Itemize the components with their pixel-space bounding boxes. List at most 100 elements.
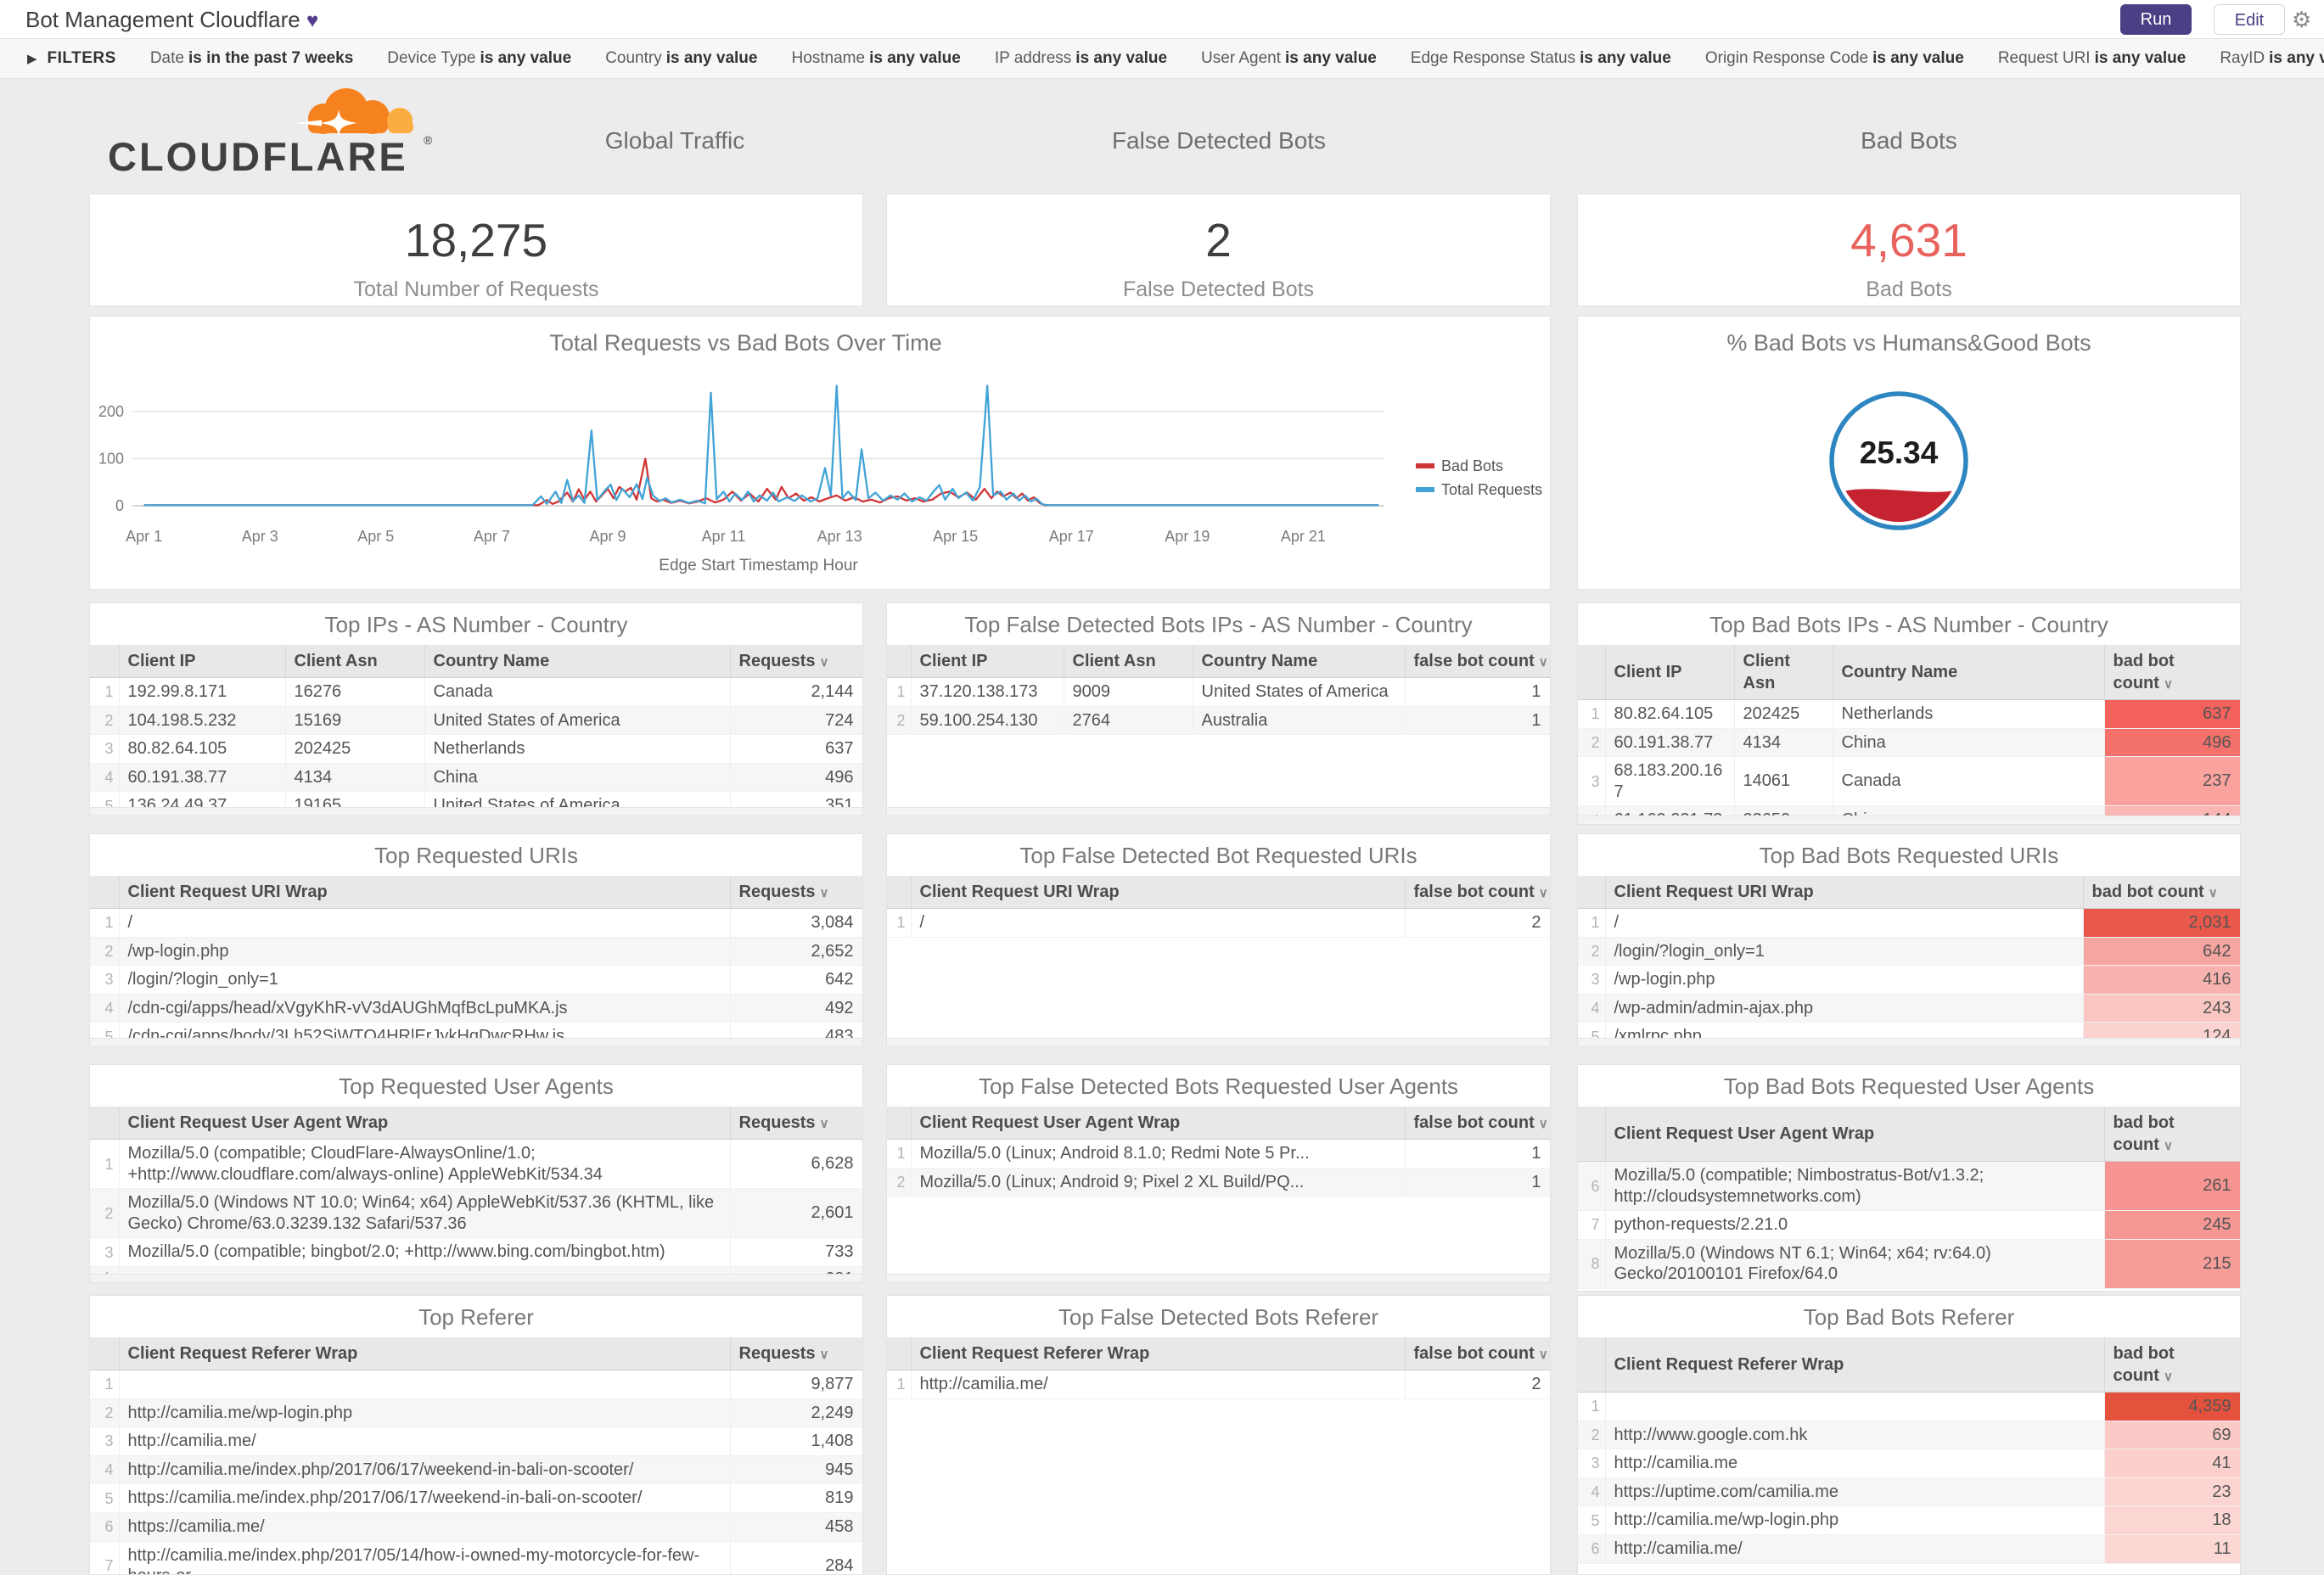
table-cell-uri: / — [911, 908, 1406, 938]
table-card-top-user-agents: Top Requested User Agents Client Request… — [89, 1064, 863, 1283]
table-row: 1 80.82.64.105 202425 Netherlands 637 — [1578, 699, 2240, 729]
filter-chip[interactable]: Device Type is any value — [387, 49, 572, 67]
column-header: Client Asn — [285, 645, 425, 678]
table-top-uris: Client Request URI Wrap Requests ∨ 1/3,084 2… — [90, 876, 862, 1046]
table-cell-asn: 9009 — [1064, 677, 1193, 707]
run-button[interactable]: Run — [2120, 4, 2192, 35]
table-title: Top Bad Bots Requested User Agents — [1723, 1073, 2095, 1099]
table-cell-ref: http://www.google.com.hk — [1605, 1421, 2105, 1450]
horizontal-scrollbar[interactable] — [887, 1274, 1550, 1282]
table-cell-n: 3 — [1578, 965, 1606, 995]
table-cell-req: 642 — [730, 965, 862, 995]
column-header[interactable]: false bot count ∨ — [1405, 1107, 1550, 1140]
edit-button[interactable]: Edit — [2214, 4, 2285, 35]
table-top-user-agents: Client Request User Agent Wrap Requests ∨ 1… — [90, 1107, 862, 1282]
table-cell-n: 2 — [90, 937, 120, 967]
stat-label: Total Number of Requests — [353, 277, 599, 301]
table-cell-req: 41 — [2104, 1449, 2240, 1478]
table-row: 3 http://camilia.me/1,408 — [90, 1426, 862, 1456]
table-cell-req: 733 — [730, 1237, 862, 1267]
column-header[interactable]: bad bot count ∨ — [2104, 1107, 2240, 1162]
sort-chevron-icon[interactable]: ∨ — [1538, 1117, 1548, 1131]
filter-chip[interactable]: Request URI is any value — [1997, 49, 2186, 67]
table-cell-ref — [119, 1370, 731, 1399]
sort-chevron-icon[interactable]: ∨ — [2208, 886, 2218, 900]
horizontal-scrollbar[interactable] — [1578, 816, 2240, 824]
svg-text:®: ® — [424, 133, 433, 147]
horizontal-scrollbar[interactable] — [90, 807, 862, 816]
cloudflare-cloud-icon — [295, 88, 413, 137]
column-header[interactable]: bad bot count ∨ — [2104, 1337, 2240, 1393]
gear-icon[interactable]: ⚙ — [2292, 7, 2312, 32]
table-bad-bot-referer: Client Request Referer Wrap bad bot count… — [1578, 1337, 2240, 1564]
svg-text:Edge Start Timestamp Hour: Edge Start Timestamp Hour — [659, 557, 858, 575]
sort-chevron-icon[interactable]: ∨ — [819, 655, 829, 670]
stat-card-bad-bots: 4,631 Bad Bots — [1577, 193, 2241, 306]
table-row: 3 68.183.200.167 14061 Canada 237 — [1578, 756, 2240, 807]
horizontal-scrollbar[interactable] — [887, 807, 1550, 816]
column-header[interactable]: false bot count ∨ — [1405, 876, 1550, 909]
horizontal-scrollbar[interactable] — [887, 1038, 1550, 1046]
filter-chip[interactable]: User Agent is any value — [1201, 49, 1377, 67]
stat-value: 18,275 — [404, 214, 548, 266]
table-card-false-bot-user-agents: Top False Detected Bots Requested User A… — [886, 1064, 1551, 1283]
svg-text:200: 200 — [98, 403, 124, 420]
table-cell-ref: https://uptime.com/camilia.me — [1605, 1477, 2105, 1507]
sort-chevron-icon[interactable]: ∨ — [2163, 1370, 2173, 1384]
column-header[interactable]: bad bot count ∨ — [2104, 645, 2240, 700]
column-header — [887, 876, 912, 909]
stat-card-false-detected-bots: 2 False Detected Bots — [886, 193, 1551, 306]
column-header[interactable]: false bot count ∨ — [1405, 1337, 1550, 1370]
table-cell-req: 2,601 — [730, 1188, 862, 1239]
sort-chevron-icon[interactable]: ∨ — [1538, 886, 1548, 900]
sort-chevron-icon[interactable]: ∨ — [819, 886, 829, 900]
horizontal-scrollbar[interactable] — [90, 1274, 862, 1282]
column-header[interactable]: Requests ∨ — [730, 876, 862, 909]
filters-label[interactable]: FILTERS — [47, 49, 116, 67]
table-row: 1 http://camilia.me/2 — [887, 1370, 1550, 1399]
sort-chevron-icon[interactable]: ∨ — [2163, 677, 2173, 692]
sort-chevron-icon[interactable]: ∨ — [1538, 1348, 1548, 1362]
table-bad-bot-user-agents: Client Request User Agent Wrap bad bot co… — [1578, 1107, 2240, 1289]
filter-chip[interactable]: Origin Response Code is any value — [1704, 49, 1964, 67]
sort-chevron-icon[interactable]: ∨ — [2163, 1139, 2173, 1153]
sort-chevron-icon[interactable]: ∨ — [819, 1348, 829, 1362]
table-row: 5 http://camilia.me/wp-login.php 18 — [1578, 1505, 2240, 1535]
table-row: 1 4,359 — [1578, 1392, 2240, 1421]
table-cell-n: 2 — [1578, 728, 1606, 758]
table-title: Top Bad Bots Requested URIs — [1759, 843, 2059, 868]
column-header: Client Request URI Wrap — [119, 876, 731, 909]
table-cell-asn: 202425 — [285, 734, 425, 764]
table-cell-n: 7 — [1578, 1210, 1606, 1240]
sort-chevron-icon[interactable]: ∨ — [1538, 655, 1548, 670]
column-header[interactable]: Requests ∨ — [730, 645, 862, 678]
table-row: 3 http://camilia.me 41 — [1578, 1449, 2240, 1478]
filter-list: Date is in the past 7 weeks Device Type is … — [116, 49, 2324, 68]
sort-chevron-icon[interactable]: ∨ — [819, 1117, 829, 1131]
table-row: 1 Mozilla/5.0 (compatible; CloudFlare-Alw… — [90, 1139, 862, 1190]
table-cell-req: 11 — [2104, 1534, 2240, 1564]
table-cell-uri: /wp-login.php — [119, 937, 731, 967]
filter-chip[interactable]: Edge Response Status is any value — [1410, 49, 1671, 67]
table-cell-n: 1 — [90, 677, 120, 707]
filter-chip[interactable]: Hostname is any value — [791, 49, 961, 67]
column-header[interactable]: false bot count ∨ — [1405, 645, 1550, 678]
column-header[interactable]: Requests ∨ — [730, 1107, 862, 1140]
table-cell-n: 2 — [1578, 937, 1606, 967]
table-title: Top Requested User Agents — [339, 1073, 614, 1099]
filter-chip[interactable]: Date is in the past 7 weeks — [149, 49, 354, 67]
table-cell-ref — [1605, 1392, 2105, 1421]
filter-chip[interactable]: Country is any value — [605, 49, 758, 67]
column-header[interactable]: Requests ∨ — [730, 1337, 862, 1370]
horizontal-scrollbar[interactable] — [90, 1038, 862, 1046]
horizontal-scrollbar[interactable] — [1578, 1038, 2240, 1046]
column-header[interactable]: bad bot count ∨ — [2083, 876, 2240, 909]
gauge-card-bad-bots-percent: % Bad Bots vs Humans&Good Bots 25.34 — [1577, 316, 2241, 590]
table-title: Top False Detected Bots Requested User A… — [978, 1073, 1459, 1099]
filter-chip[interactable]: IP address is any value — [994, 49, 1168, 67]
table-cell-req: 1,408 — [730, 1426, 862, 1456]
svg-text:0: 0 — [115, 497, 124, 514]
filters-expand-icon[interactable]: ▶ — [27, 52, 37, 66]
table-cell-n: 1 — [90, 1370, 120, 1399]
